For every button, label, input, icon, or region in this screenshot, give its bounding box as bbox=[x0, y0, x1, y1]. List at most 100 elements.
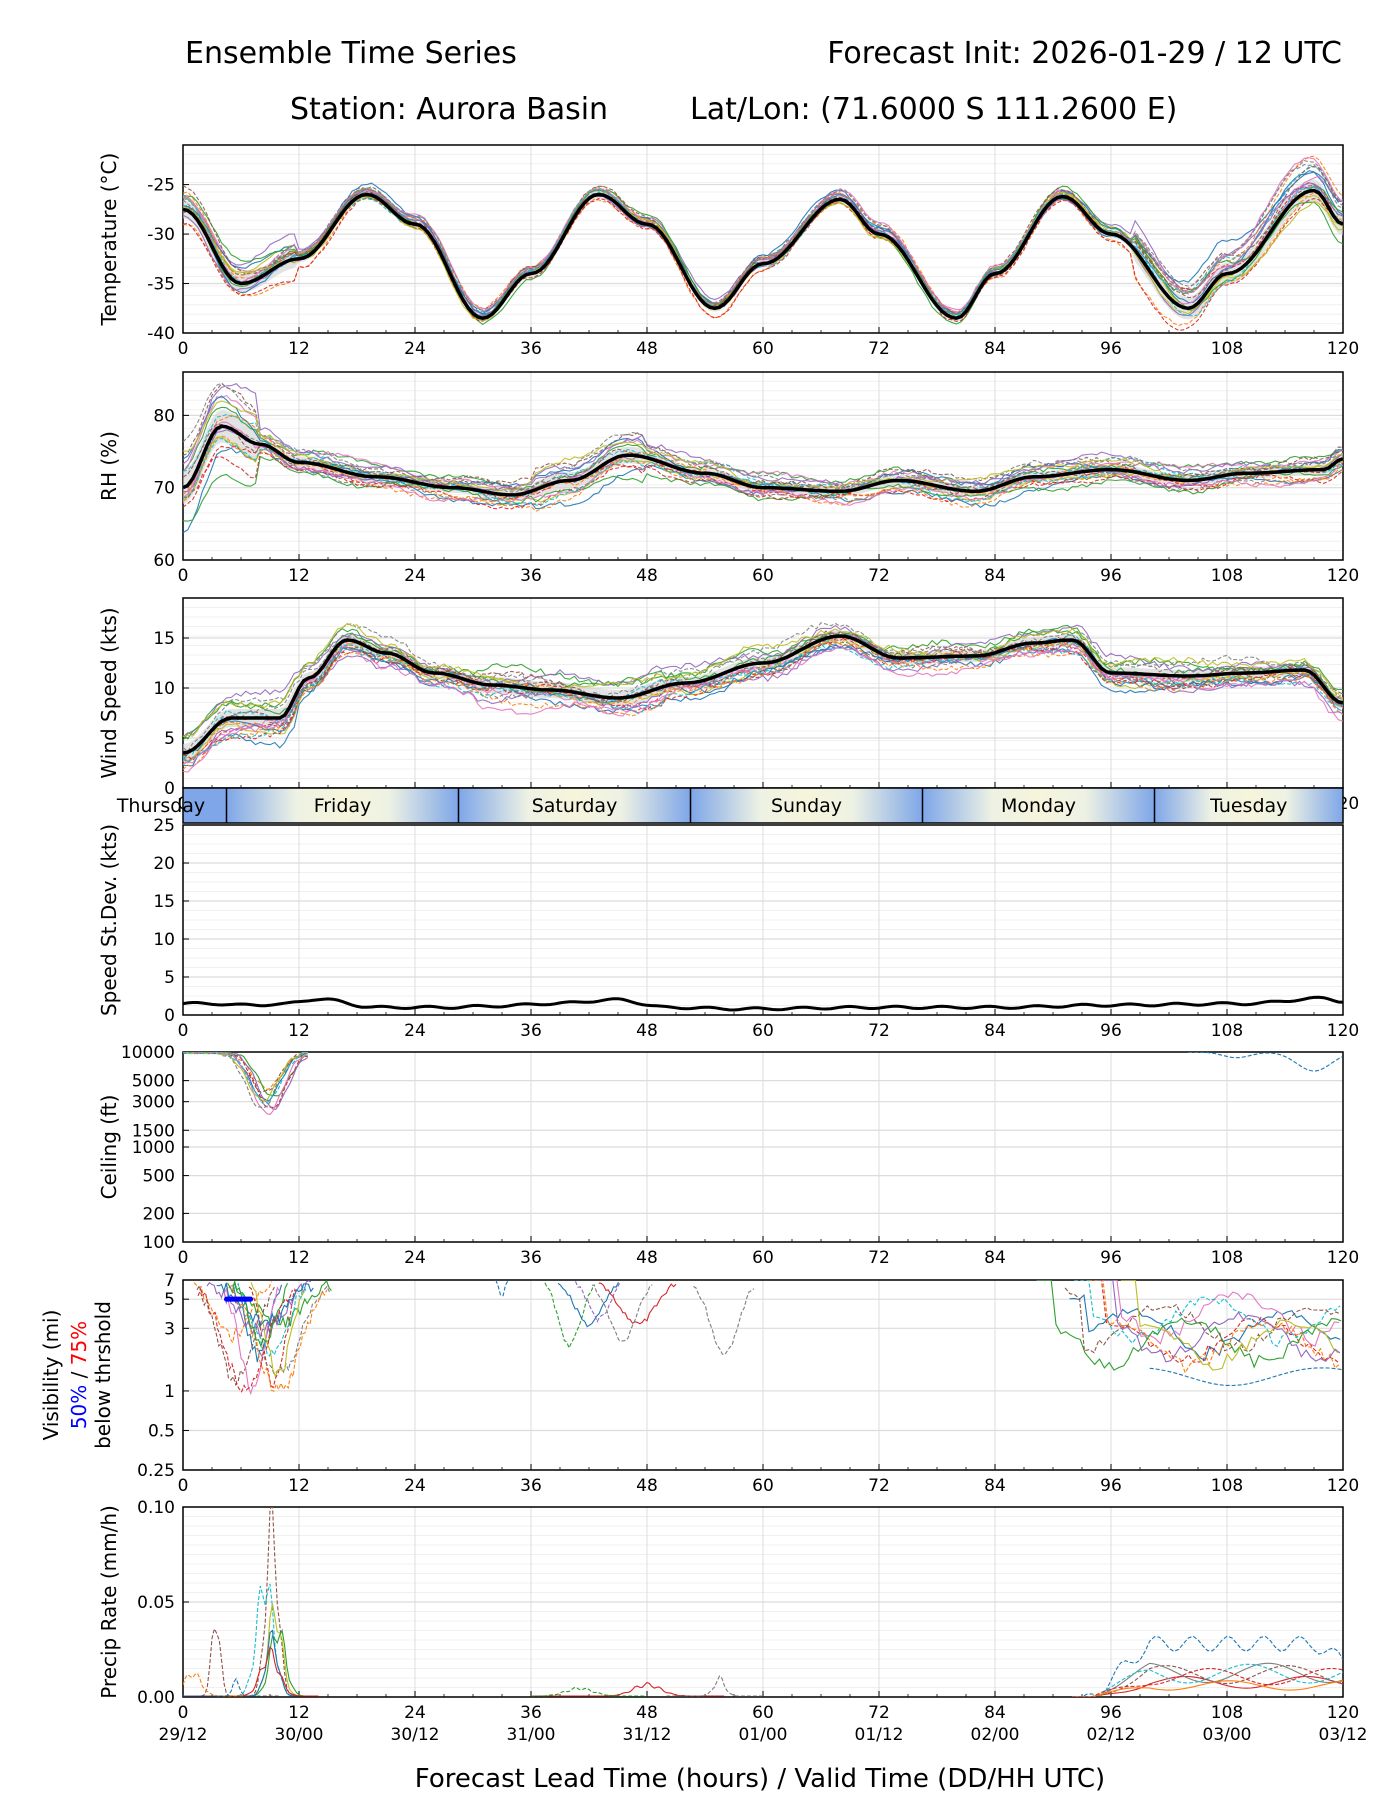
valid-time-label: 30/00 bbox=[275, 1725, 324, 1745]
vis-member-line bbox=[591, 1284, 653, 1342]
vis-members bbox=[193, 1280, 1343, 1396]
x-tick-label: 84 bbox=[984, 1248, 1006, 1268]
precip-member-line bbox=[1072, 1635, 1343, 1697]
x-tick-label: 72 bbox=[868, 1021, 890, 1041]
x-tick-label: 0 bbox=[178, 1248, 189, 1268]
x-tick-label: 48 bbox=[636, 566, 658, 586]
y-axis-label: Precip Rate (mm/h) bbox=[97, 1505, 121, 1699]
vis-member-line bbox=[230, 1285, 328, 1392]
x-tick-label: 120 bbox=[1327, 1248, 1359, 1268]
x-tick-label: 12 bbox=[288, 1703, 310, 1723]
y-tick-label: 15 bbox=[153, 629, 175, 649]
y-tick-label: 5 bbox=[164, 968, 175, 988]
x-tick-label: 72 bbox=[868, 1476, 890, 1496]
x-tick-label: 24 bbox=[404, 339, 426, 359]
vis-75pct-label: 75% bbox=[67, 1321, 91, 1365]
y-tick-label: 500 bbox=[143, 1167, 175, 1187]
y-tick-label: 3 bbox=[164, 1319, 175, 1339]
ensemble-mean-line bbox=[183, 424, 1343, 497]
x-tick-label: 48 bbox=[636, 1248, 658, 1268]
panel-temp: -40 -35 -30 -25 0 12 24 36 48 60 72 84 96 108 120 Tempe… bbox=[97, 144, 1359, 359]
ceiling-member-line bbox=[183, 1052, 308, 1108]
x-tick-label: 24 bbox=[404, 566, 426, 586]
x-tick-label: 108 bbox=[1211, 566, 1243, 586]
day-segment bbox=[1154, 788, 1343, 823]
y-axis-label: RH (%) bbox=[97, 431, 121, 501]
x-tick-label: 0 bbox=[178, 566, 189, 586]
x-tick-label: 24 bbox=[404, 1476, 426, 1496]
panel-precip: 0.00 0.05 0.10 0 12 24 36 48 60 72 84 96 108 120 Preci… bbox=[97, 1498, 1368, 1745]
y-tick-label: -30 bbox=[147, 225, 175, 245]
day-bar-frame bbox=[182, 787, 1344, 824]
x-tick-label: 108 bbox=[1211, 1703, 1243, 1723]
ensemble-member-line bbox=[183, 622, 1343, 753]
x-tick-label: 36 bbox=[520, 566, 542, 586]
y-axis-label: Temperature (°C) bbox=[97, 153, 121, 327]
precip-members bbox=[183, 1507, 1343, 1697]
panel-sd: 0 5 10 15 20 25 0 12 24 36 48 60 72 84 96 108 120 Speed S… bbox=[97, 816, 1359, 1041]
vis-member-line bbox=[693, 1286, 755, 1356]
ensemble-member-line bbox=[183, 455, 1343, 522]
vis-member-line bbox=[248, 1286, 298, 1389]
ensemble-mean-line bbox=[183, 188, 1343, 321]
x-tick-label: 120 bbox=[1327, 1476, 1359, 1496]
y-tick-label: 5000 bbox=[132, 1072, 175, 1092]
panel-wind: 05101501224364860728496108120Wind Speed … bbox=[97, 597, 1359, 814]
precip-member-line bbox=[531, 1681, 725, 1697]
panel-frame bbox=[182, 1279, 1344, 1471]
ensemble-member-line bbox=[183, 164, 1343, 314]
y-tick-label: 0.5 bbox=[148, 1421, 175, 1441]
y-tick-label: 5 bbox=[164, 729, 175, 749]
y-axis-label: Ceiling (ft) bbox=[97, 1095, 121, 1200]
precip-member-line bbox=[1072, 1662, 1343, 1697]
valid-time-label: 03/00 bbox=[1203, 1725, 1252, 1745]
ensemble-member-line bbox=[183, 383, 1343, 492]
y-tick-label: 0.00 bbox=[137, 1688, 175, 1708]
x-tick-label: 24 bbox=[404, 1248, 426, 1268]
x-tick-label: 84 bbox=[984, 1703, 1006, 1723]
precip-member-line bbox=[183, 1627, 280, 1697]
x-tick-label: 12 bbox=[288, 339, 310, 359]
day-segment bbox=[922, 788, 1155, 823]
vis-member-line bbox=[1120, 1280, 1339, 1371]
x-tick-label: 0 bbox=[178, 1476, 189, 1496]
y-tick-label: 15 bbox=[153, 892, 175, 912]
x-tick-label: 36 bbox=[520, 339, 542, 359]
y-tick-label: 10 bbox=[153, 679, 175, 699]
ensemble-member-line bbox=[183, 435, 1343, 512]
vis-member-line bbox=[1087, 1280, 1339, 1364]
valid-time-label: 01/00 bbox=[739, 1725, 788, 1745]
x-tick-label: 12 bbox=[288, 1476, 310, 1496]
panel-frame bbox=[182, 144, 1344, 334]
valid-time-label: 30/12 bbox=[391, 1725, 440, 1745]
day-label: Saturday bbox=[532, 795, 618, 817]
vis-sep: / bbox=[67, 1365, 91, 1384]
x-tick-label: 60 bbox=[752, 1703, 774, 1723]
vis-member-line bbox=[557, 1281, 619, 1328]
ceiling-member-line bbox=[1188, 1052, 1343, 1072]
ensemble-members bbox=[183, 382, 1343, 534]
vis-ylabel-line1: Visibility (mi) bbox=[39, 1310, 63, 1441]
title-left: Ensemble Time Series bbox=[185, 36, 517, 71]
vis-member-line bbox=[574, 1281, 622, 1323]
day-label: Thursday bbox=[116, 795, 205, 817]
x-tick-label: 84 bbox=[984, 1476, 1006, 1496]
precip-member-line bbox=[183, 1677, 261, 1697]
x-tick-label: 96 bbox=[1100, 566, 1122, 586]
valid-time-label: 01/12 bbox=[855, 1725, 904, 1745]
valid-time-label: 31/12 bbox=[623, 1725, 672, 1745]
day-of-week-bar: Thursday Friday Saturday Sunday Monday Tuesda… bbox=[116, 787, 1344, 824]
panel-rh: 60 70 80 0 12 24 36 48 60 72 84 96 108 120 RH (%) bbox=[97, 371, 1359, 586]
y-tick-label: 5 bbox=[164, 1290, 175, 1310]
x-tick-label: 96 bbox=[1100, 1021, 1122, 1041]
x-tick-label: 36 bbox=[520, 1021, 542, 1041]
x-tick-label: 0 bbox=[178, 1021, 189, 1041]
y-tick-label: -35 bbox=[147, 275, 175, 295]
station-label: Station: Aurora Basin bbox=[290, 92, 608, 127]
ensemble-member-line bbox=[183, 634, 1343, 770]
ceiling-members bbox=[183, 1052, 1343, 1116]
x-tick-label: 60 bbox=[752, 339, 774, 359]
x-tick-label: 96 bbox=[1100, 1476, 1122, 1496]
y-tick-label: 7 bbox=[164, 1271, 175, 1291]
